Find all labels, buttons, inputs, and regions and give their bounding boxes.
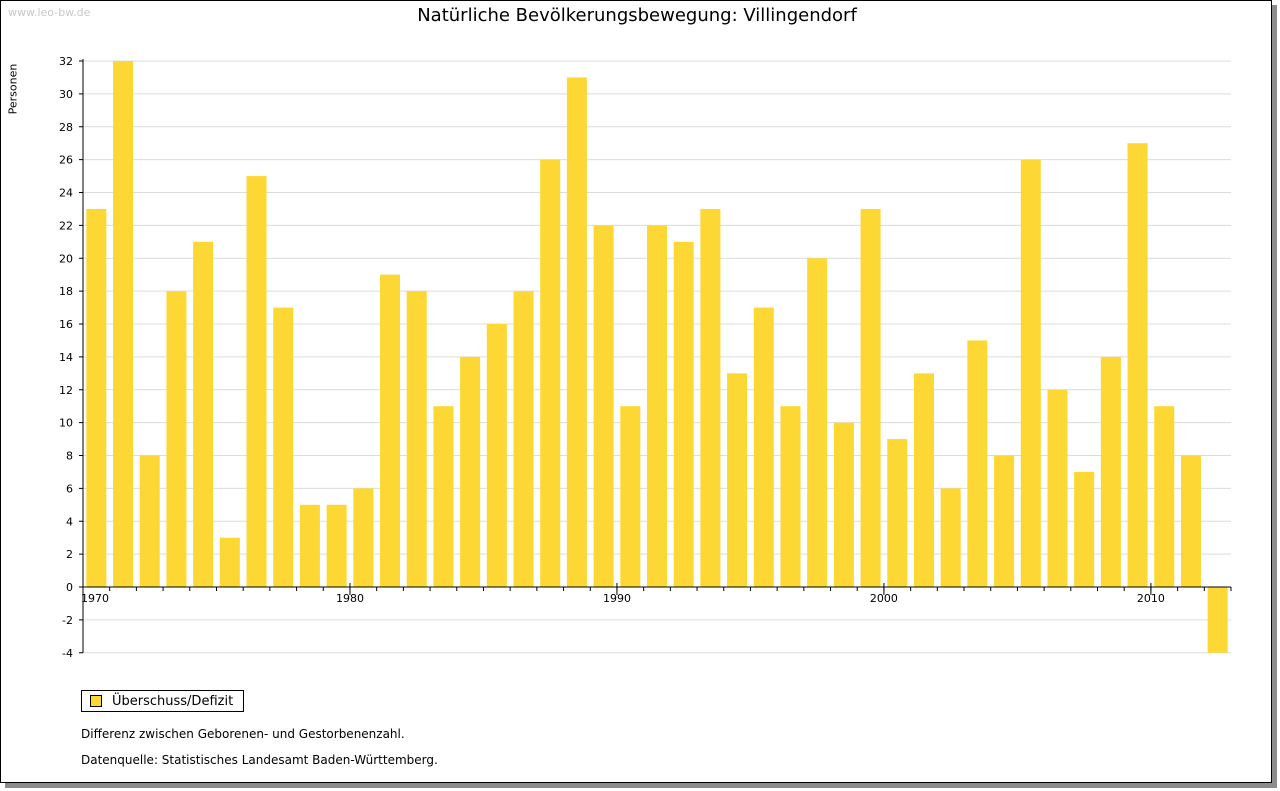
bar: [326, 504, 347, 587]
x-tick-label: 2010: [1137, 592, 1165, 605]
y-tick-label: 20: [59, 252, 73, 265]
chart-title: Natürliche Bevölkerungsbewegung: Villing…: [417, 5, 857, 26]
y-tick-label: 0: [66, 581, 73, 594]
bar: [246, 176, 267, 587]
bar: [673, 241, 694, 587]
bar: [139, 455, 160, 587]
y-tick-label: 12: [59, 384, 73, 397]
bar: [913, 373, 934, 587]
bar: [540, 159, 561, 587]
chart-description: Differenz zwischen Geborenen- und Gestor…: [81, 727, 405, 741]
y-tick-label: 14: [59, 351, 73, 364]
bar: [486, 324, 507, 587]
bar: [219, 537, 240, 587]
bar: [273, 307, 294, 587]
y-tick-label: -4: [62, 647, 73, 660]
bar: [1180, 455, 1201, 587]
x-tick-label: 1990: [603, 592, 631, 605]
bar: [1100, 356, 1121, 587]
y-tick-label: 10: [59, 417, 73, 430]
legend-label: Überschuss/Defizit: [112, 693, 234, 709]
x-tick-label: 1980: [336, 592, 364, 605]
bar: [620, 406, 641, 587]
bar: [380, 274, 401, 587]
x-tick-label: 2000: [870, 592, 898, 605]
bar: [460, 356, 481, 587]
bar: [166, 291, 187, 587]
bar: [860, 208, 881, 587]
bar: [353, 488, 374, 587]
watermark: www.leo-bw.de: [8, 6, 91, 19]
y-tick-label: 4: [66, 515, 73, 528]
y-tick-label: 2: [66, 548, 73, 561]
bar: [727, 373, 748, 587]
bar: [753, 307, 774, 587]
bar: [833, 422, 854, 587]
y-tick-label: 22: [59, 219, 73, 232]
bar: [1074, 471, 1095, 587]
x-tick-label: 1970: [81, 592, 109, 605]
y-tick-label: 16: [59, 318, 73, 331]
y-tick-label: 6: [66, 482, 73, 495]
bar: [1154, 406, 1175, 587]
bar: [1020, 159, 1041, 587]
data-source: Datenquelle: Statistisches Landesamt Bad…: [81, 753, 438, 767]
y-tick-label: 28: [59, 121, 73, 134]
bar: [887, 439, 908, 587]
y-tick-label: 26: [59, 154, 73, 167]
y-tick-label: 32: [59, 55, 73, 68]
square-swatch-icon: [90, 695, 102, 707]
bar: [593, 225, 614, 587]
y-tick-label: 8: [66, 450, 73, 463]
bar: [299, 504, 320, 587]
bar: [780, 406, 801, 587]
bar: [113, 61, 134, 587]
bar: [967, 340, 988, 587]
bar: [994, 455, 1015, 587]
bar: [193, 241, 214, 587]
bar: [433, 406, 454, 587]
legend: Überschuss/Defizit: [81, 690, 245, 712]
bar: [513, 291, 534, 587]
bar: [1207, 587, 1228, 653]
y-tick-label: 18: [59, 285, 73, 298]
bar: [940, 488, 961, 587]
y-tick-label: 24: [59, 187, 73, 200]
bar: [406, 291, 427, 587]
bar: [646, 225, 668, 587]
bar: [1127, 143, 1148, 587]
y-tick-label: 30: [59, 88, 73, 101]
bar: [700, 208, 721, 587]
bar: [1047, 389, 1068, 587]
bar: [566, 77, 587, 587]
y-tick-label: -2: [62, 614, 73, 627]
bar: [807, 258, 828, 587]
bar: [86, 208, 107, 587]
